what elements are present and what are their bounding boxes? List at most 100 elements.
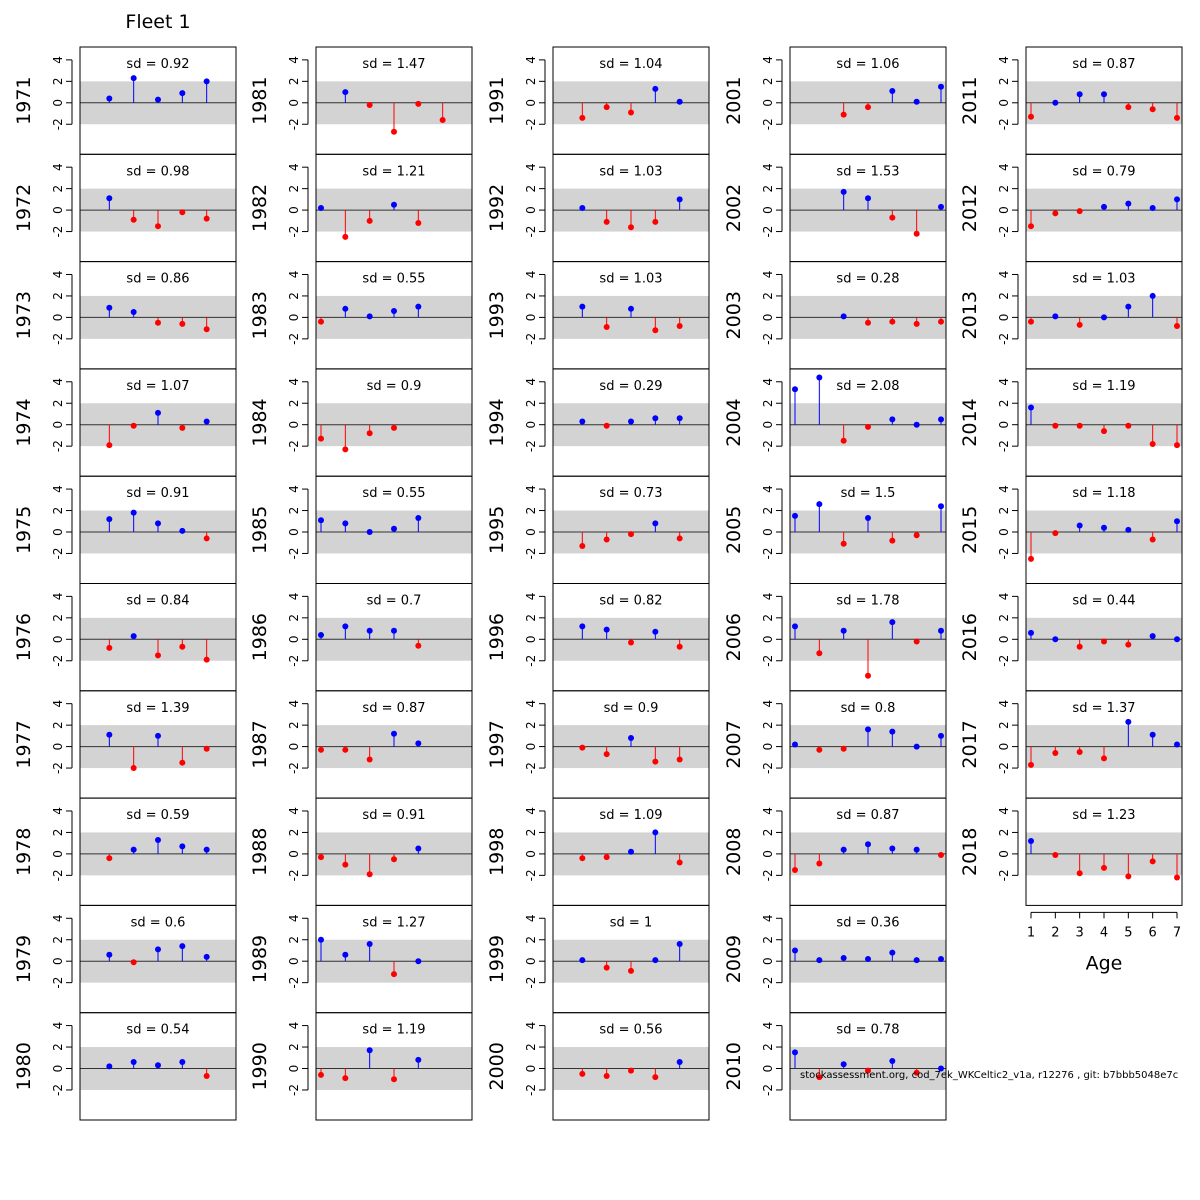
residual-point xyxy=(415,642,422,649)
x-tick-label: 1 xyxy=(1027,925,1035,940)
y-tick-label: 2 xyxy=(997,507,1011,515)
residual-point xyxy=(106,855,113,862)
residual-point xyxy=(1149,292,1156,299)
panel-1973: sd = 0.86 -2 0 2 4 1973 xyxy=(13,261,237,370)
y-tick-label: 4 xyxy=(524,914,538,922)
residual-point xyxy=(652,415,659,422)
year-label: 1996 xyxy=(486,613,508,661)
residual-point xyxy=(130,846,137,853)
residual-point xyxy=(652,829,659,836)
sd-label: sd = 0.91 xyxy=(126,486,189,501)
residual-point xyxy=(1101,638,1107,645)
residual-point xyxy=(366,756,373,763)
residual-point xyxy=(1076,422,1083,429)
residual-point xyxy=(792,866,798,873)
panel-1974: sd = 1.07 -2 0 2 4 1974 xyxy=(13,368,237,477)
y-tick-label: 4 xyxy=(997,271,1011,279)
residual-point xyxy=(366,430,373,437)
residual-point xyxy=(1076,748,1083,755)
year-label: 2001 xyxy=(723,76,745,124)
residual-point xyxy=(792,1049,798,1056)
y-tick-label: 4 xyxy=(761,700,775,708)
panel-2010: sd = 0.78 -2 0 2 4 2010 xyxy=(723,1012,947,1121)
residual-point xyxy=(203,78,210,85)
y-tick-label: 2 xyxy=(287,721,301,729)
y-tick-label: -2 xyxy=(524,977,538,989)
residual-point xyxy=(603,536,610,543)
y-tick-label: 0 xyxy=(524,850,538,858)
y-tick-label: 2 xyxy=(51,829,65,837)
residual-point xyxy=(676,322,683,329)
residual-point xyxy=(652,218,659,225)
sd-label: sd = 0.56 xyxy=(599,1023,662,1038)
residual-point xyxy=(816,746,823,753)
y-tick-label: 0 xyxy=(51,1065,65,1073)
panel-1999: sd = 1 -2 0 2 4 1999 xyxy=(486,904,710,1014)
panel-1978: sd = 0.59 -2 0 2 4 1978 xyxy=(13,797,237,906)
y-tick-label: 2 xyxy=(997,78,1011,86)
y-tick-label: 4 xyxy=(524,593,538,601)
residual-point xyxy=(676,941,683,948)
residual-point xyxy=(203,656,210,663)
sd-label: sd = 0.84 xyxy=(126,594,189,609)
residual-point xyxy=(938,1065,944,1072)
sd-label: sd = 0.55 xyxy=(362,486,425,501)
year-label: 2015 xyxy=(959,506,981,554)
panel-1979: sd = 0.6 -2 0 2 4 1979 xyxy=(13,904,237,1014)
residual-point xyxy=(203,215,210,222)
y-tick-label: 2 xyxy=(287,614,301,622)
year-label: 1988 xyxy=(249,828,271,876)
residual-point xyxy=(318,204,324,211)
residual-point xyxy=(938,627,944,634)
panel-1995: sd = 0.73 -2 0 2 4 1995 xyxy=(486,475,710,585)
y-tick-label: 2 xyxy=(524,292,538,300)
y-tick-label: 4 xyxy=(287,700,301,708)
residual-point xyxy=(155,836,161,843)
residual-point xyxy=(1052,530,1059,537)
y-tick-label: -2 xyxy=(524,655,538,667)
y-tick-label: -2 xyxy=(997,655,1011,667)
residual-point xyxy=(628,305,634,312)
residual-point xyxy=(366,313,373,320)
sd-label: sd = 1.09 xyxy=(599,808,662,823)
residual-point xyxy=(913,1069,920,1076)
residual-point xyxy=(628,848,634,855)
year-label: 2009 xyxy=(723,935,745,983)
residual-point xyxy=(676,643,683,650)
residual-point xyxy=(913,638,920,645)
residual-point xyxy=(913,320,920,327)
y-tick-label: 2 xyxy=(761,507,775,515)
x-tick-label: 6 xyxy=(1149,925,1157,940)
year-label: 2013 xyxy=(959,291,981,339)
year-label: 1984 xyxy=(249,398,271,446)
year-label: 1992 xyxy=(486,184,508,232)
year-label: 1976 xyxy=(13,613,35,661)
y-tick-label: 0 xyxy=(51,528,65,536)
y-tick-label: 2 xyxy=(524,721,538,729)
residual-point xyxy=(415,740,422,747)
residual-point xyxy=(106,731,113,738)
y-tick-label: 0 xyxy=(997,743,1011,751)
y-tick-label: 2 xyxy=(524,829,538,837)
residual-point xyxy=(106,516,113,523)
residual-point xyxy=(816,650,823,657)
residual-point xyxy=(1149,858,1156,865)
residual-point xyxy=(179,1059,186,1066)
residual-point xyxy=(1028,318,1034,325)
residual-point xyxy=(652,327,659,334)
residual-point xyxy=(1028,629,1034,636)
year-label: 1979 xyxy=(13,935,35,983)
y-tick-label: 4 xyxy=(287,914,301,922)
residual-point xyxy=(889,619,896,626)
residual-point xyxy=(1028,761,1034,768)
residual-point xyxy=(938,956,944,963)
sd-label: sd = 0.79 xyxy=(1072,164,1135,179)
residual-point xyxy=(579,418,586,425)
y-tick-label: 2 xyxy=(51,78,65,86)
residual-point xyxy=(1125,526,1132,533)
residual-point xyxy=(1174,196,1180,203)
y-tick-label: 2 xyxy=(51,185,65,193)
residual-point xyxy=(1101,864,1107,871)
y-tick-label: 4 xyxy=(761,163,775,171)
residual-point xyxy=(913,846,920,853)
